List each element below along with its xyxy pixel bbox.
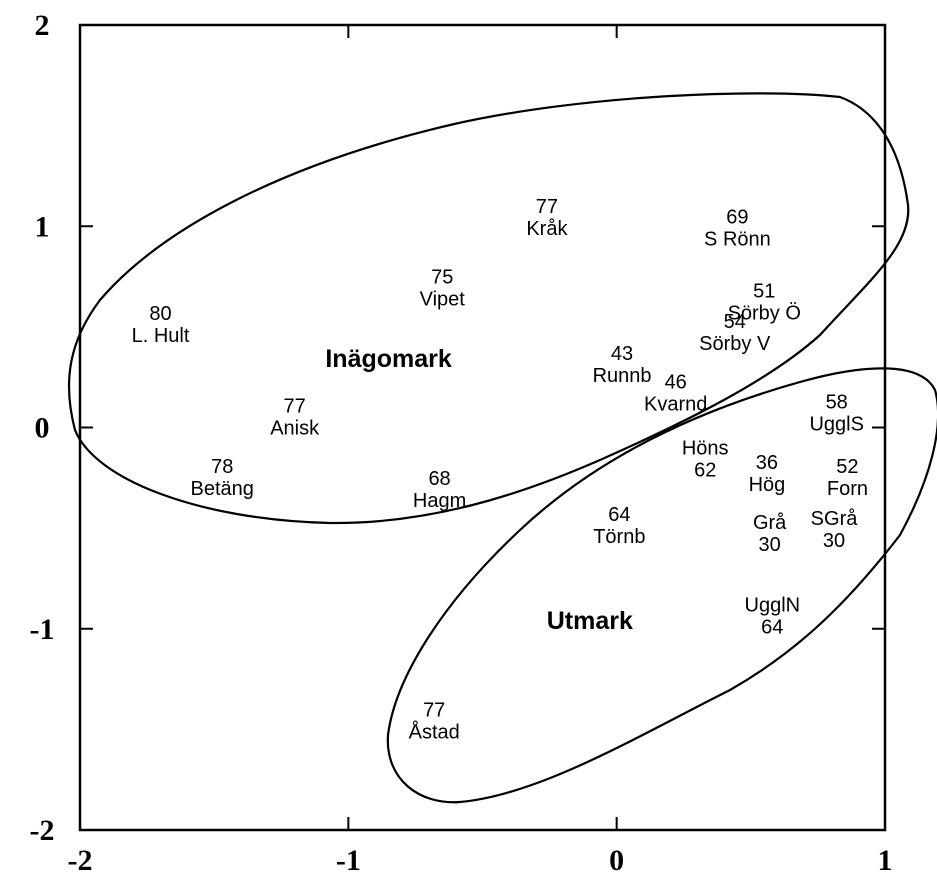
point-value: 30 [823, 530, 845, 552]
point-name: Törnb [593, 526, 645, 548]
point-value: 77 [536, 196, 558, 218]
point-value: 52 [836, 456, 858, 478]
point-value: 64 [608, 504, 630, 526]
data-point: 69S Rönn [704, 206, 771, 250]
point-value: 62 [694, 460, 716, 482]
x-tick-label: -1 [336, 844, 361, 877]
group-label: Utmark [547, 607, 633, 635]
group-label: Inägomark [325, 345, 452, 373]
point-value: 75 [431, 267, 453, 289]
point-name: UgglN [745, 595, 801, 617]
point-value: 64 [761, 617, 783, 639]
group-labels: Inägomark Utmark [325, 345, 633, 635]
data-point: 80L. Hult [132, 303, 190, 347]
point-name: Höns [682, 438, 729, 460]
point-value: 68 [428, 468, 450, 490]
inagomark-ellipse [67, 92, 910, 525]
y-tick-label: 2 [35, 9, 50, 42]
point-name: Kråk [526, 218, 568, 240]
y-tick-label: 1 [35, 210, 50, 243]
x-tick-label: 0 [609, 844, 624, 877]
y-tick-label: -1 [30, 613, 55, 646]
x-tick-label: 1 [878, 844, 893, 877]
axis-tick-labels: -2 -1 0 1 -2 -1 0 1 2 [30, 9, 893, 877]
point-value: 51 [753, 281, 775, 303]
point-name: Hög [749, 474, 786, 496]
x-tick-label: -2 [68, 844, 93, 877]
point-value: 30 [758, 534, 780, 556]
point-name: L. Hult [132, 325, 190, 347]
point-value: 77 [284, 395, 306, 417]
y-tick-label: 0 [35, 412, 50, 445]
point-name: Grå [753, 512, 787, 534]
point-name: Forn [827, 478, 868, 500]
point-name: Hagm [413, 490, 466, 512]
point-name: S Rönn [704, 228, 771, 250]
point-value: 54 [724, 311, 746, 333]
point-value: 69 [726, 206, 748, 228]
point-name: SGrå [811, 508, 859, 530]
point-name: Anisk [270, 417, 320, 439]
point-value: 46 [665, 371, 687, 393]
point-value: 43 [611, 343, 633, 365]
point-value: 80 [149, 303, 171, 325]
point-value: 58 [826, 391, 848, 413]
point-value: 36 [756, 452, 778, 474]
plot-frame [78, 23, 887, 832]
point-name: Vipet [420, 289, 466, 311]
point-name: Kvarnd [644, 393, 707, 415]
point-name: UgglS [809, 413, 863, 435]
y-tick-label: -2 [30, 814, 55, 847]
point-name: Betäng [191, 478, 254, 500]
point-name: Åstad [409, 720, 460, 743]
point-value: 78 [211, 456, 233, 478]
axis-ticks [80, 25, 885, 830]
point-name: Runnb [593, 365, 652, 387]
point-name: Sörby Ö [728, 303, 801, 325]
point-value: 77 [423, 699, 445, 721]
utmark-ellipse [386, 367, 937, 804]
point-name: Sörby V [699, 333, 771, 355]
